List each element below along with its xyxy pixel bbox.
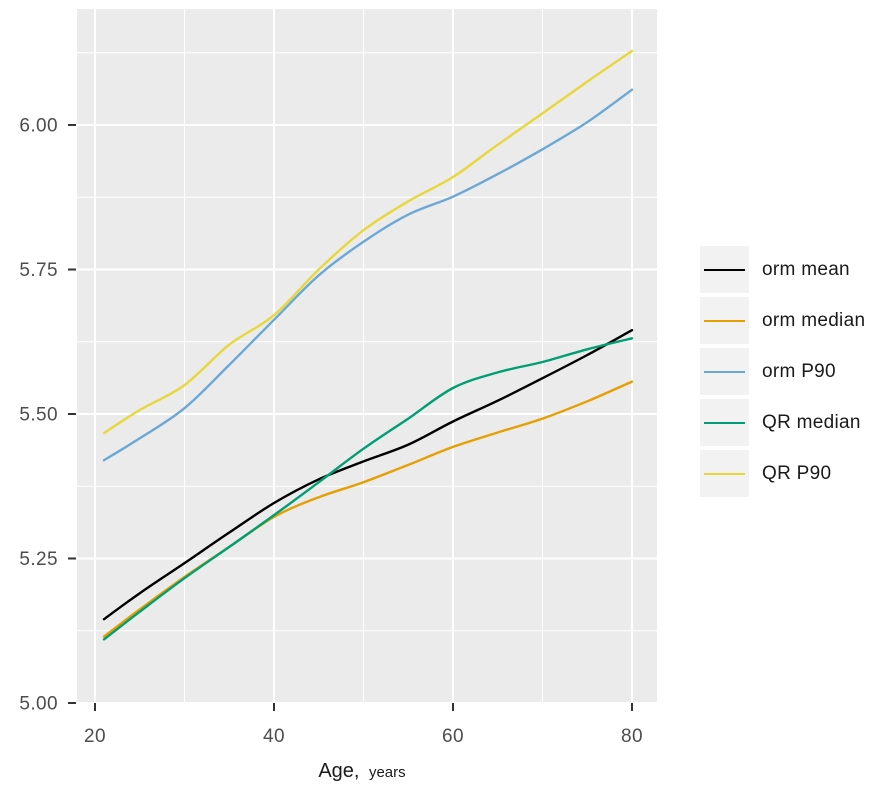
legend-key — [700, 450, 749, 497]
legend-item-orm-mean: orm mean — [700, 246, 865, 293]
y-tick-label: 5.75 — [19, 260, 58, 281]
legend-item-qr-p90: QR P90 — [700, 450, 865, 497]
x-tick-label: 20 — [84, 726, 106, 747]
legend-item-orm-median: orm median — [700, 297, 865, 344]
series-line-orm-p90 — [102, 88, 634, 462]
legend-item-orm-p90: orm P90 — [700, 348, 865, 395]
legend-label: QR median — [762, 411, 861, 433]
series-line-qr-p90 — [102, 49, 634, 435]
x-tick-label: 40 — [263, 726, 285, 747]
y-tick-label: 5.00 — [19, 694, 58, 715]
x-axis-title-main: Age, — [318, 760, 359, 782]
legend-key — [700, 246, 749, 293]
legend-key-line-icon — [704, 268, 745, 271]
x-tick-label: 60 — [442, 726, 464, 747]
legend-label: QR P90 — [762, 462, 832, 484]
legend-label: orm median — [762, 309, 866, 331]
y-tick-label: 6.00 — [19, 116, 58, 137]
series-line-qr-median — [102, 337, 634, 641]
series-line-orm-mean — [102, 329, 634, 621]
plot-panel — [77, 9, 657, 703]
legend-key — [700, 348, 749, 395]
legend-key — [700, 297, 749, 344]
y-tick-label: 5.50 — [19, 405, 58, 426]
legend-key — [700, 399, 749, 446]
y-tick-label: 5.25 — [19, 549, 58, 570]
x-axis-title-units: years — [369, 764, 406, 781]
legend-key-line-icon — [704, 472, 745, 475]
x-tick-label: 80 — [621, 726, 643, 747]
legend-item-qr-median: QR median — [700, 399, 865, 446]
legend-label: orm mean — [762, 258, 850, 280]
legend-label: orm P90 — [762, 360, 836, 382]
legend-key-line-icon — [704, 421, 745, 424]
legend-key-line-icon — [704, 319, 745, 322]
legend-key-line-icon — [704, 370, 745, 373]
x-axis-title: Age, years — [318, 760, 405, 782]
legend: orm mean orm median orm P90 QR median QR P90 — [700, 246, 865, 501]
